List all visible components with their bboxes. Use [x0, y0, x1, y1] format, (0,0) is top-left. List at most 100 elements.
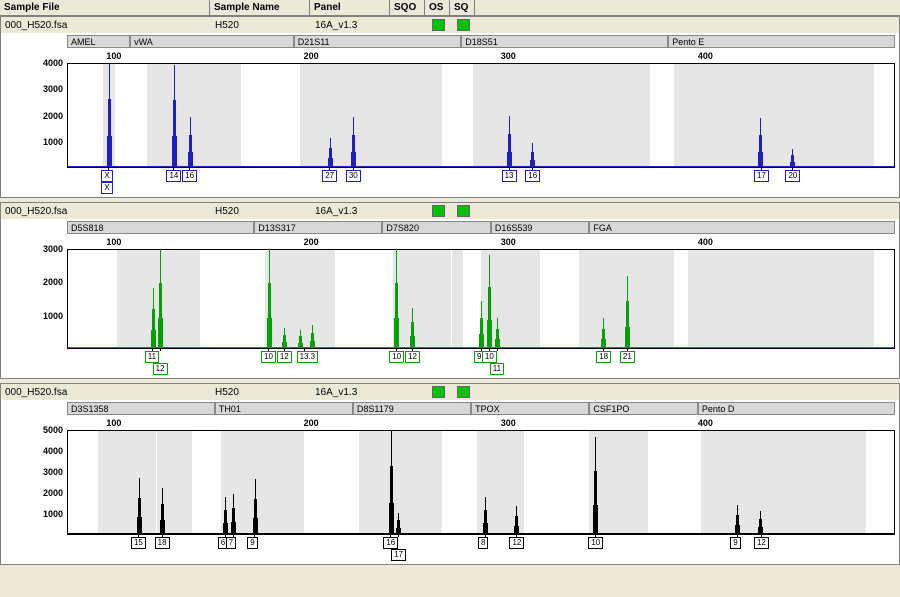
- status-indicator-icon: [457, 386, 470, 398]
- locus-label: AMEL: [67, 35, 130, 48]
- x-tick-label: 100: [106, 418, 121, 428]
- locus-label: D7S820: [382, 221, 490, 234]
- allele-call[interactable]: 9: [730, 537, 740, 549]
- allele-bin: [662, 250, 674, 348]
- allele-bin: [839, 64, 851, 167]
- os-status: [426, 18, 451, 32]
- allele-call[interactable]: 30: [346, 170, 361, 182]
- allele-call-row: 1518679161781210912: [67, 536, 895, 560]
- peak: [235, 522, 236, 534]
- allele-call[interactable]: 18: [596, 351, 611, 363]
- locus-label: D5S818: [67, 221, 254, 234]
- locus-label: Pento D: [698, 402, 895, 415]
- allele-bin: [324, 250, 336, 348]
- electropherogram-plot: [67, 430, 895, 535]
- allele-call[interactable]: 14: [166, 170, 181, 182]
- allele-bin: [601, 431, 613, 534]
- locus-label: TH01: [215, 402, 353, 415]
- peak: [400, 528, 401, 534]
- allele-call[interactable]: 10: [389, 351, 404, 363]
- os-status: [426, 385, 451, 399]
- y-tick-label: 2000: [43, 488, 63, 498]
- allele-bin: [863, 64, 875, 167]
- peak: [483, 334, 484, 348]
- allele-call[interactable]: 13.3: [297, 351, 319, 363]
- os-status: [426, 204, 451, 218]
- allele-call[interactable]: 10: [482, 351, 497, 363]
- allele-call[interactable]: 12: [405, 351, 420, 363]
- allele-call[interactable]: 21: [620, 351, 635, 363]
- allele-bin: [688, 250, 875, 348]
- peak: [629, 327, 630, 349]
- allele-bin: [579, 64, 591, 167]
- peak: [192, 152, 193, 167]
- y-tick-label: 2000: [43, 111, 63, 121]
- peak: [414, 336, 415, 348]
- locus-row: D5S818D13S317D7S820D16S539FGA: [67, 221, 895, 235]
- allele-call[interactable]: 10: [261, 351, 276, 363]
- allele-bin: [528, 250, 540, 348]
- peak: [762, 527, 763, 534]
- allele-bin: [188, 250, 200, 348]
- allele-tick: [398, 534, 399, 537]
- electropherogram-plot: [67, 63, 895, 168]
- y-tick-label: 2000: [43, 277, 63, 287]
- locus-label: D21S11: [294, 35, 462, 48]
- allele-call[interactable]: 12: [754, 537, 769, 549]
- allele-bin: [792, 64, 804, 167]
- col-sample-name: Sample Name: [210, 0, 310, 15]
- allele-call[interactable]: 16: [182, 170, 197, 182]
- allele-call[interactable]: 16: [383, 537, 398, 549]
- y-tick-label: 4000: [43, 58, 63, 68]
- locus-label: D18S51: [461, 35, 668, 48]
- allele-call[interactable]: X: [101, 182, 112, 194]
- allele-call[interactable]: 7: [226, 537, 236, 549]
- allele-call[interactable]: 20: [785, 170, 800, 182]
- allele-bin: [636, 431, 648, 534]
- allele-bin: [117, 250, 129, 348]
- allele-call[interactable]: 9: [247, 537, 257, 549]
- peak: [487, 523, 488, 534]
- electropherogram-plot: [67, 249, 895, 349]
- sq-status: [451, 18, 476, 32]
- allele-call[interactable]: 17: [391, 549, 406, 561]
- allele-bin: [292, 431, 304, 534]
- allele-call[interactable]: 17: [754, 170, 769, 182]
- allele-call[interactable]: 12: [277, 351, 292, 363]
- allele-bin: [827, 64, 839, 167]
- locus-label: D3S1358: [67, 402, 215, 415]
- peak: [286, 342, 287, 348]
- allele-call[interactable]: 13: [502, 170, 517, 182]
- allele-call[interactable]: 12: [153, 363, 168, 375]
- allele-call[interactable]: 12: [509, 537, 524, 549]
- allele-call[interactable]: 27: [322, 170, 337, 182]
- plot-container: 1000200030004000: [5, 63, 895, 168]
- allele-bin: [428, 250, 440, 348]
- allele-call[interactable]: 10: [588, 537, 603, 549]
- chart-area: 1002003004001000200030004000XX1416273013…: [5, 51, 895, 193]
- x-tick-label: 200: [304, 51, 319, 61]
- sqo-cell: [391, 24, 426, 26]
- allele-tick: [160, 348, 161, 351]
- allele-bin: [489, 431, 501, 534]
- locus-label: CSF1PO: [589, 402, 697, 415]
- allele-bin: [807, 431, 819, 534]
- col-sq: SQ: [450, 0, 475, 15]
- allele-bin: [516, 250, 528, 348]
- allele-bin: [229, 64, 241, 167]
- x-tick-label: 400: [698, 237, 713, 247]
- sqo-cell: [391, 391, 426, 393]
- allele-call[interactable]: 18: [155, 537, 170, 549]
- allele-bin: [855, 431, 867, 534]
- allele-call[interactable]: 16: [525, 170, 540, 182]
- allele-bin: [371, 431, 383, 534]
- allele-call[interactable]: 8: [478, 537, 488, 549]
- peak: [257, 518, 258, 534]
- allele-call[interactable]: 11: [490, 363, 504, 375]
- allele-call[interactable]: 15: [131, 537, 146, 549]
- allele-call[interactable]: X: [101, 170, 112, 182]
- x-tick-label: 200: [304, 237, 319, 247]
- y-axis: 100020003000: [5, 249, 67, 349]
- allele-call[interactable]: 11: [145, 351, 159, 363]
- peak: [511, 152, 512, 167]
